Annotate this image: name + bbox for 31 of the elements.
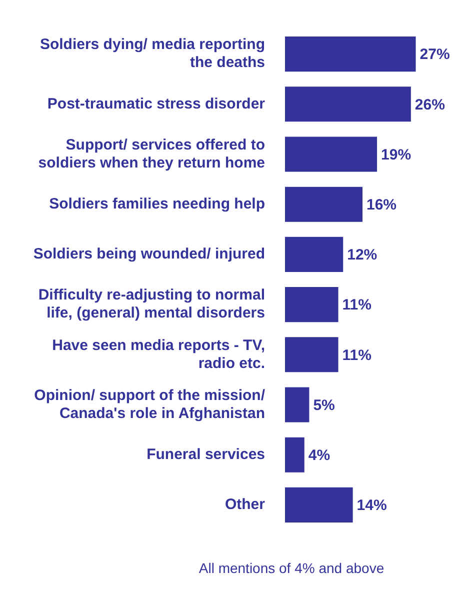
- y-tick-label: Other: [224, 496, 266, 514]
- data-label: 4%: [308, 446, 330, 464]
- bar: [285, 86, 411, 122]
- data-label: 11%: [342, 346, 372, 364]
- data-label: 14%: [356, 497, 387, 514]
- bar: [285, 136, 378, 172]
- text: All mentions of 4% and above: [198, 560, 386, 576]
- bar: [285, 36, 416, 72]
- y-tick-label: Soldiers dying/ media reporting the deaths: [40, 36, 265, 72]
- y-tick-label: Have seen media reports - TV, radio etc.: [52, 336, 265, 372]
- y-tick-label: Post-traumatic stress disorder: [47, 95, 266, 112]
- data-label: 11%: [342, 296, 372, 314]
- data-label: 5%: [313, 396, 335, 414]
- data-label: 26%: [414, 96, 445, 114]
- y-tick-label: Opinion/ support of the mission/ Canada's role in Afghanistan: [34, 386, 266, 422]
- bar: [285, 287, 338, 322]
- y-tick-label: Support/ services offered to soldiers when they return home: [38, 136, 265, 172]
- data-label: 12%: [347, 246, 378, 264]
- y-tick-label: Difficulty re-adjusting to normal life, (general) mental disorders: [38, 286, 265, 322]
- data-label: 19%: [381, 146, 412, 164]
- bar: [285, 186, 362, 222]
- data-label: 16%: [366, 196, 397, 214]
- data-label: 27%: [420, 46, 450, 64]
- bar: [285, 487, 353, 522]
- y-tick-label: Soldiers families needing help: [49, 195, 265, 212]
- y-tick-label: Soldiers being wounded/ injured: [33, 246, 265, 263]
- bar: [285, 437, 304, 472]
- bar: [285, 236, 344, 272]
- bar: [285, 337, 338, 372]
- y-tick-label: Funeral services: [146, 446, 265, 463]
- bar: [285, 387, 310, 422]
